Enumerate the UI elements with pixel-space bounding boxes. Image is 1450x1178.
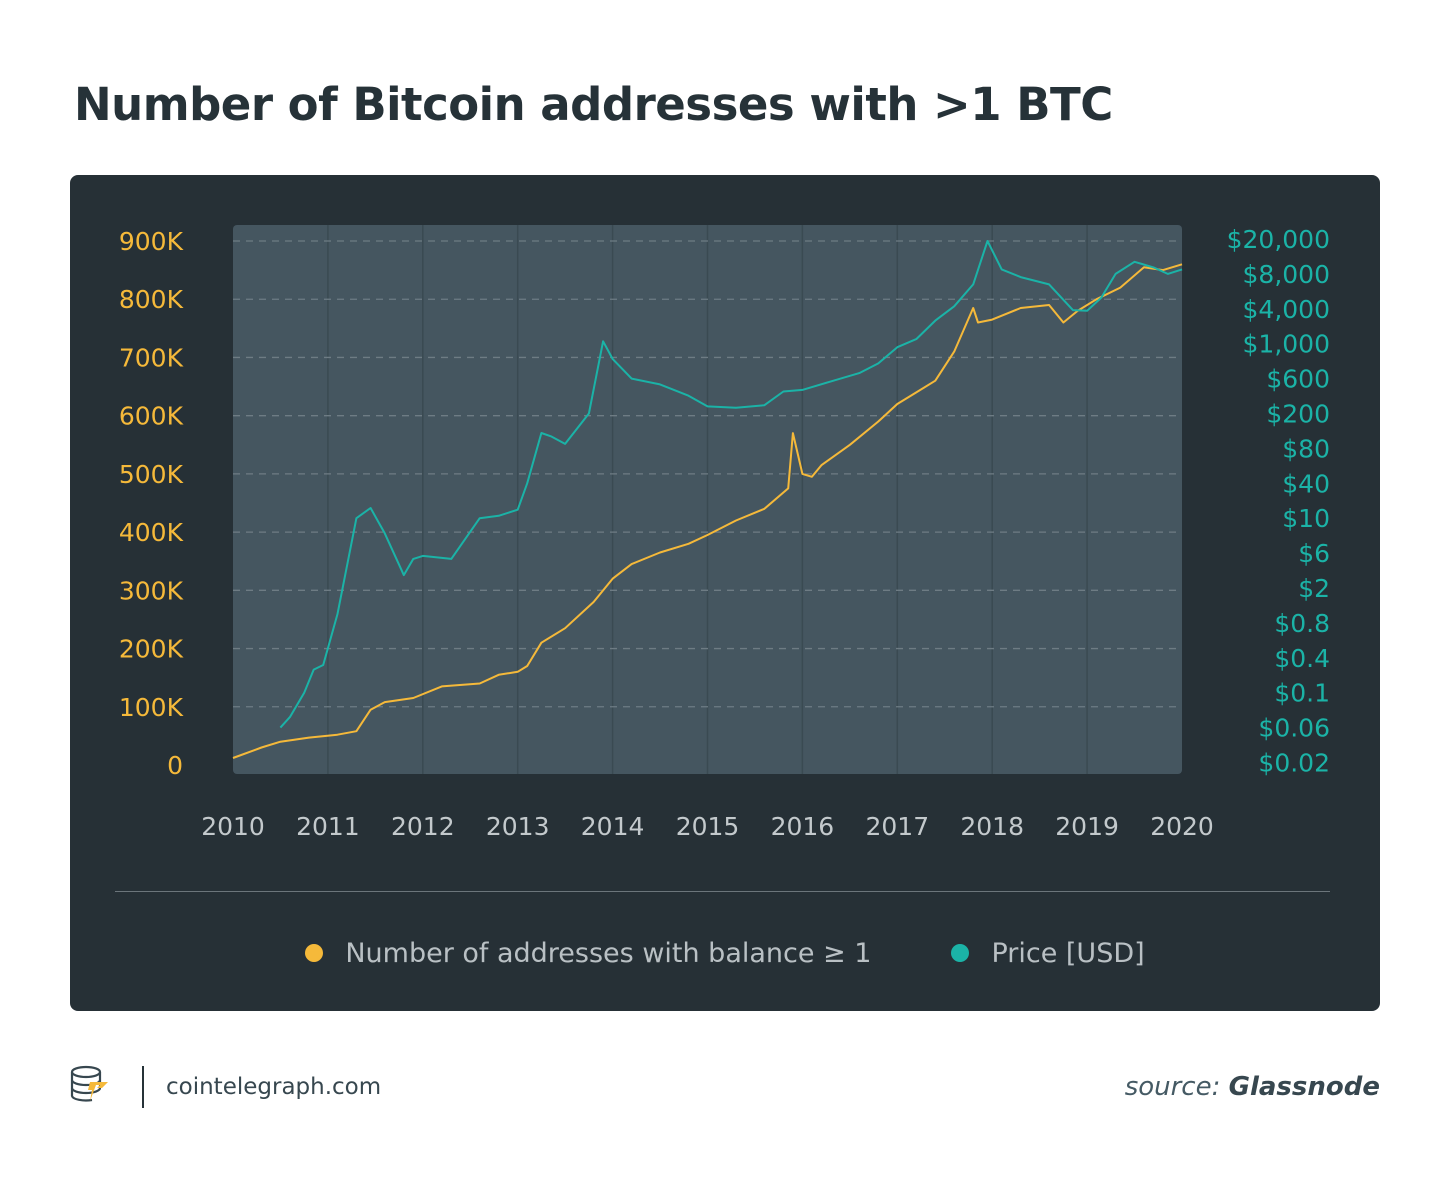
legend-item-price: Price [USD] [951, 937, 1145, 969]
chart: 2010 2011 2012 2013 2014 2015 2016 2017 2018 2019… [119, 225, 1330, 841]
x-tick-label: 2011 [296, 812, 360, 841]
series-line-addresses [232, 263, 1183, 759]
legend-dot-price [951, 944, 970, 962]
y-left-tick-label: 100K [119, 693, 184, 722]
y-right-tick-label: $200 [1266, 400, 1330, 429]
y-right-tick-label: $10 [1282, 504, 1330, 533]
x-tick-label: 2015 [676, 812, 740, 841]
source-credit: source: Glassnode [1125, 1072, 1380, 1102]
y-right-tick-label: $1,000 [1243, 330, 1330, 359]
y-left-tick-label: 800K [119, 285, 184, 314]
y-right-tick-label: $0.02 [1258, 749, 1330, 778]
y-right-tick-label: $6 [1298, 539, 1330, 568]
y-left-tick-label: 300K [119, 576, 184, 605]
y-right-tick-label: $0.06 [1258, 714, 1330, 743]
footer-brand: cointelegraph.com [66, 1064, 381, 1110]
series-line-price [279, 240, 1183, 729]
y-left-tick-label: 200K [119, 635, 184, 664]
y-right-tick-label: $2 [1298, 574, 1330, 603]
y-left-tick-label: 700K [119, 343, 184, 372]
legend-item-addresses: Number of addresses with balance ≥ 1 [305, 938, 871, 969]
source-prefix: source: [1124, 1072, 1221, 1102]
y-left-tick-label: 400K [119, 518, 184, 547]
x-tick-label: 2012 [391, 812, 455, 841]
chart-panel: 2010 2011 2012 2013 2014 2015 2016 2017 2018 2019… [70, 175, 1380, 1011]
y-left-tick-label: 600K [119, 402, 184, 431]
legend-dot-addresses [305, 944, 324, 962]
y-right-tick-label: $0.1 [1274, 679, 1330, 708]
legend: Number of addresses with balance ≥ 1 Pri… [70, 933, 1380, 973]
y-right-tick-label: $80 [1282, 434, 1330, 463]
legend-label-price: Price [USD] [991, 937, 1145, 969]
y-right-tick-label: $20,000 [1227, 225, 1330, 254]
y-right-tick-label: $0.4 [1274, 644, 1330, 673]
site-name: cointelegraph.com [166, 1074, 382, 1100]
y-right-tick-label: $40 [1282, 469, 1330, 498]
y-right-tick-label: $8,000 [1243, 260, 1330, 289]
footer-separator [142, 1066, 144, 1108]
x-tick-label: 2014 [581, 812, 645, 841]
x-tick-label: 2019 [1055, 812, 1119, 841]
y-right-tick-label: $600 [1266, 365, 1330, 394]
y-left-tick-label: 0 [167, 751, 183, 780]
x-tick-label: 2013 [486, 812, 550, 841]
source-name: Glassnode [1228, 1072, 1380, 1102]
y-right-tick-label: $0.8 [1274, 609, 1330, 638]
x-tick-label: 2017 [865, 812, 929, 841]
x-tick-label: 2016 [771, 812, 835, 841]
x-tick-label: 2018 [960, 812, 1024, 841]
y-right-tick-label: $4,000 [1243, 295, 1330, 324]
legend-divider [115, 891, 1330, 892]
x-tick-label: 2020 [1150, 812, 1214, 841]
legend-label-addresses: Number of addresses with balance ≥ 1 [345, 937, 872, 969]
y-left-tick-label: 900K [119, 227, 184, 256]
x-tick-label: 2010 [201, 812, 265, 841]
cointelegraph-logo-icon [66, 1062, 116, 1112]
page-title: Number of Bitcoin addresses with >1 BTC [74, 78, 1113, 131]
y-left-tick-label: 500K [119, 460, 184, 489]
